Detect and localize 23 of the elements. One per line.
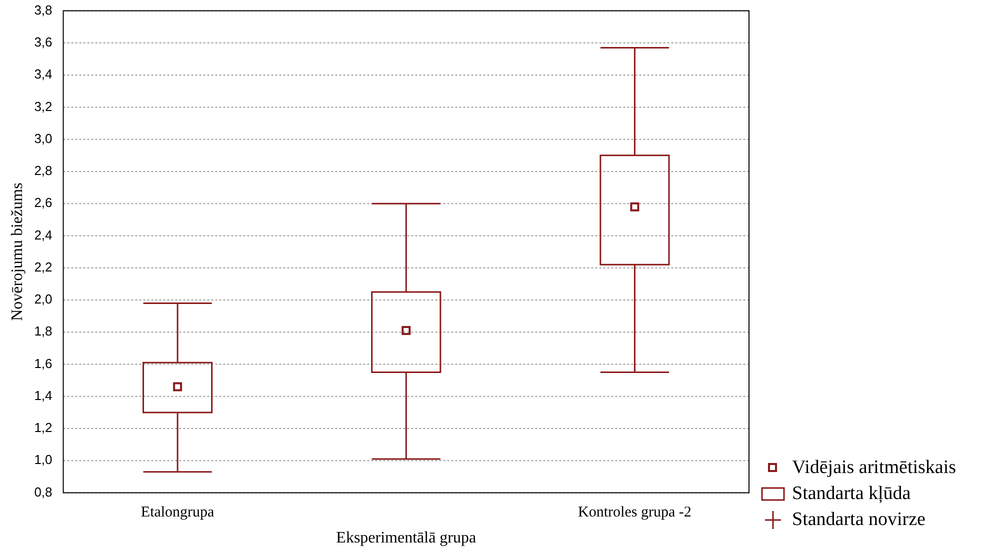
text: Vidējais aritmētiskais xyxy=(792,456,956,480)
y-tick-label: 2,0 xyxy=(34,292,52,307)
y-tick-label: 3,4 xyxy=(34,66,52,82)
y-tick-label: 3,0 xyxy=(34,130,52,146)
y-tick-label: 3,2 xyxy=(34,98,52,114)
y-axis-title: Novērojumu biežums xyxy=(8,182,26,321)
y-tick-label: 3,6 xyxy=(34,34,52,50)
legend-label: Standarta kļūda xyxy=(792,482,911,506)
y-tick-label: 0,8 xyxy=(34,484,52,500)
x-axis-title: Eksperimentālā grupa xyxy=(336,530,476,547)
y-tick-label: 1,4 xyxy=(34,388,52,403)
y-tick-label: 1,6 xyxy=(34,356,52,371)
y-tick-label: 2,4 xyxy=(34,227,52,242)
y-tick-label: 2,6 xyxy=(34,195,52,210)
y-tick-label: 1,0 xyxy=(34,452,52,468)
y-tick-label: 2,8 xyxy=(34,163,52,178)
x-tick-label: Etalongrupa xyxy=(140,504,215,521)
y-tick-label: 2,2 xyxy=(34,259,52,274)
y-tick-label: 1,2 xyxy=(34,420,52,436)
x-tick-label: Kontroles grupa -2 xyxy=(578,504,692,521)
y-tick-label: 3,8 xyxy=(34,2,52,18)
y-tick-label: 1,8 xyxy=(34,324,52,339)
text: Standarta novirze xyxy=(792,508,926,532)
